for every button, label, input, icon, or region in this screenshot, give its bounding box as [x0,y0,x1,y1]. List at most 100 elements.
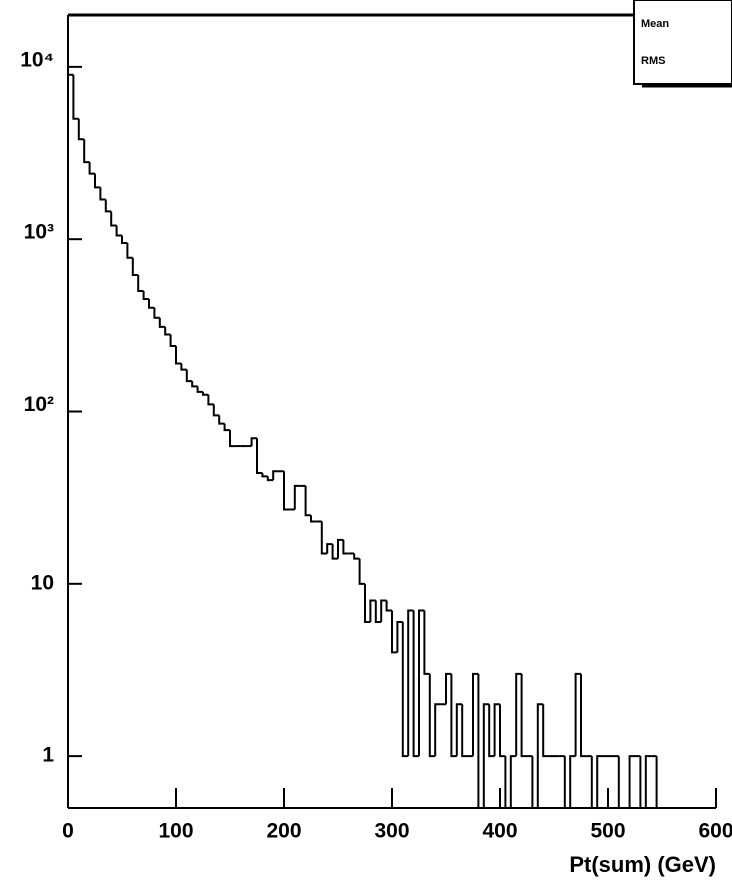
x-tick-label: 0 [62,820,74,843]
histogram-bin [223,423,230,432]
histogram-bin [569,755,576,808]
histogram-bin [574,672,581,757]
histogram-bin [304,485,311,517]
histogram-bin [461,704,468,758]
histogram-bin [196,386,203,393]
x-axis-label: Pt(sum) (GeV) [569,852,716,877]
x-tick-label: 200 [266,820,301,843]
histogram-bin [472,672,479,757]
histogram-bin [131,257,139,276]
histogram-bin [99,187,106,201]
histogram-bin [374,600,382,624]
histogram-bin [536,703,544,808]
histogram-bin [250,437,257,447]
histogram-bin [185,369,193,383]
histogram-bin [293,484,301,510]
histogram-bin [358,558,365,585]
histogram-bin [207,394,214,406]
histogram-bin [655,756,662,809]
histogram-bin [450,673,457,758]
histogram-bin [261,472,268,478]
y-tick-label: 1 [42,744,54,767]
x-tick-label: 400 [482,820,517,843]
histogram-bin [396,621,403,653]
histogram-bin [272,470,279,481]
histogram-bin [445,672,452,705]
histogram-bin [364,583,371,624]
histogram-bin [126,243,133,259]
histogram-bin [401,622,409,758]
histogram-bin [639,756,646,809]
histogram-bin [326,543,333,554]
histogram-bin [504,756,511,809]
histogram-bin [115,225,122,237]
histogram-bin [256,438,263,474]
histogram-bin [153,307,160,319]
y-tick-label: 10 [31,571,54,594]
histogram-bin [158,317,166,328]
histogram-bin [142,291,149,300]
histogram-bin [542,704,549,758]
histogram-bin [88,162,95,175]
histogram-bin [428,673,436,758]
y-tick-label: 10² [24,393,54,416]
histogram-bin [580,673,587,758]
x-tick-label: 500 [590,820,625,843]
histogram-bin [83,139,90,164]
histogram-bin [617,756,625,809]
histogram-bin [482,703,490,808]
histogram-bin [110,211,117,227]
histogram-bin [531,756,538,809]
x-tick-label: 600 [698,820,732,843]
histogram-bin [212,404,220,417]
histogram-bin [596,755,603,808]
histogram-bin [380,599,387,623]
histogram-bin [121,235,128,245]
histogram-bin [369,599,376,623]
histogram-bin [628,755,635,808]
stat-label: Mean [641,18,669,30]
histogram-bin [477,673,484,809]
x-tick-label: 100 [158,820,193,843]
stat-label: RMS [641,55,665,67]
histogram-bin [391,610,398,654]
histogram-bin [148,298,155,309]
histogram-bin [499,704,506,758]
histogram-bin [266,476,274,482]
histogram-bin [342,539,349,555]
histogram-bin [164,326,171,336]
histogram-bin [137,274,144,293]
histogram-bin [590,756,598,809]
y-tick-label: 10⁴ [20,48,54,71]
histogram-bin [434,703,441,757]
histogram-bin [283,471,290,511]
histogram-bin [493,703,500,757]
histogram-bin [412,610,419,758]
histogram-bin [180,363,187,371]
histogram-bin [644,755,652,808]
histogram-bin [520,673,527,758]
histogram-bin [337,538,344,559]
histogram-bin [77,118,85,141]
stats-box [633,0,732,85]
histogram-bin [385,600,392,612]
histogram-bin [515,672,522,757]
histogram-bin [407,609,414,757]
histogram-bin [488,704,495,758]
histogram-bin [320,521,328,555]
histogram-bin [353,553,360,560]
histogram-bin [67,73,74,808]
histogram-bin [218,415,225,425]
histogram-bin [72,74,79,120]
histogram-bin [104,199,112,213]
histogram-bin [509,755,517,808]
histogram-bin [191,381,198,388]
histogram-bin [229,430,236,448]
histogram-bin [563,756,571,809]
histogram-bin [175,345,182,365]
x-tick-label: 300 [374,820,409,843]
histogram-bin [423,610,430,675]
histogram-bin [94,173,101,189]
histogram-bin [455,703,463,757]
histogram-bin [202,391,209,396]
